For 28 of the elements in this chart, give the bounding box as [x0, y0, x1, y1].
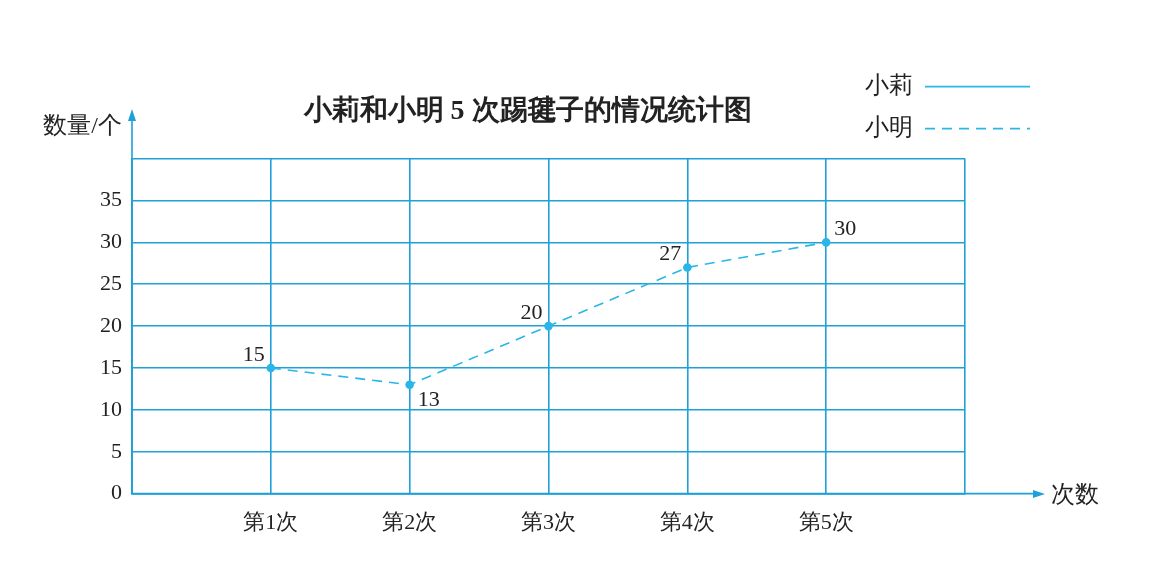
data-label: 20: [520, 298, 543, 324]
point: [544, 321, 553, 331]
point: [266, 363, 276, 373]
x-tick-label: 第5次: [798, 508, 854, 534]
legend-label: 小莉: [865, 71, 913, 98]
y-tick-label: 25: [100, 270, 122, 296]
point: [683, 263, 692, 272]
y-tick-label: 20: [100, 311, 122, 337]
legend-label: 小明: [865, 113, 913, 140]
y-tick-label: 35: [100, 186, 122, 212]
data-label: 30: [834, 215, 857, 241]
point: [821, 238, 831, 247]
x-tick-label: 第1次: [243, 508, 299, 534]
data-label: 15: [242, 340, 265, 366]
y-tick-label: 10: [100, 395, 122, 421]
point: [405, 380, 414, 390]
x-tick-label: 第2次: [382, 508, 438, 534]
chart-title: 小莉和小明 5 次踢毽子的情况统计图: [302, 94, 752, 126]
data-label: 13: [417, 385, 440, 411]
y-axis-title: 数量/个: [43, 111, 122, 138]
x-tick-label: 第3次: [521, 508, 576, 534]
x-tick-label: 第4次: [659, 508, 715, 534]
x-axis-title: 次数: [1051, 480, 1099, 507]
y-tick-label: 30: [100, 228, 122, 254]
y-tick-label: 5: [111, 437, 122, 463]
data-label: 27: [659, 240, 682, 266]
y-tick-label: 15: [100, 353, 122, 379]
y-tick-label: 0: [111, 479, 122, 505]
